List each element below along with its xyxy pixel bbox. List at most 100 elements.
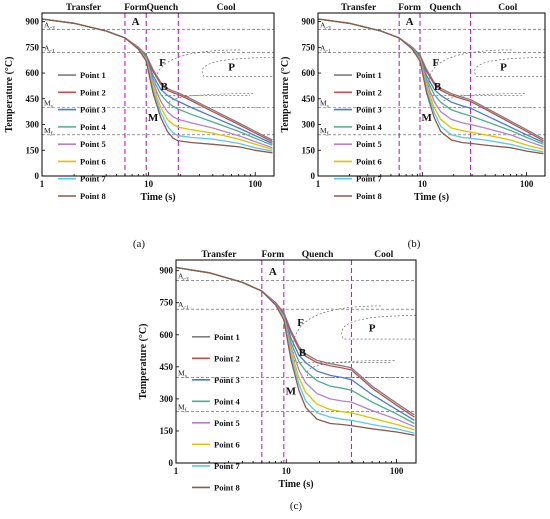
x-axis-label: Time (s)	[414, 192, 449, 203]
legend-label: Point 4	[356, 122, 382, 132]
phase-annotation: M	[286, 386, 297, 398]
y-tick-label: 0	[169, 458, 174, 468]
phase-annotation: A	[406, 16, 414, 28]
y-tick-label: 900	[160, 266, 174, 276]
critical-temperature-label: Ms	[178, 369, 187, 380]
critical-temperature-label: Ac1	[178, 300, 189, 311]
series-line	[317, 18, 544, 145]
y-tick-label: 750	[302, 42, 316, 52]
phase-annotation: P	[500, 61, 507, 73]
legend-label: Point 3	[214, 375, 240, 385]
y-tick-label: 450	[302, 94, 316, 104]
legend-label: Point 6	[80, 156, 106, 166]
critical-temperature-label: Ac1	[320, 43, 331, 54]
legend-label: Point 4	[80, 122, 106, 132]
phase-annotation: F	[159, 57, 166, 69]
legend-label: Point 4	[214, 396, 240, 406]
critical-temperature-label: Ac1	[44, 43, 55, 54]
y-axis-label: Temperature (°C)	[138, 324, 149, 400]
phase-annotation: P	[369, 323, 376, 335]
legend-label: Point 2	[214, 353, 240, 363]
x-tick-label: 10	[418, 179, 428, 189]
bainite-region-curve	[168, 93, 264, 108]
pearlite-region-curve	[201, 57, 275, 77]
series-line	[175, 266, 415, 436]
legend-label: Point 3	[80, 105, 106, 115]
y-tick-label: 750	[26, 42, 40, 52]
y-tick-label: 150	[160, 426, 174, 436]
x-tick-label: 100	[390, 466, 404, 476]
critical-temperature-label: Ac3	[44, 20, 55, 31]
x-axis-label: Time (s)	[140, 192, 175, 203]
phase-annotation: A	[132, 16, 140, 28]
critical-temperature-label: Ms	[320, 98, 329, 109]
phase-annotation: M	[148, 112, 159, 124]
x-tick-label: 100	[520, 179, 534, 189]
x-tick-label: 10	[282, 466, 292, 476]
y-axis-label: Temperature (°C)	[4, 57, 15, 133]
stage-label: Quench	[429, 3, 461, 13]
stage-label: Transfer	[201, 250, 237, 260]
critical-temperature-label: Mf	[44, 126, 54, 137]
stage-label: Cool	[498, 3, 517, 13]
plot-frame	[41, 12, 275, 177]
y-tick-label: 150	[302, 145, 316, 155]
phase-annotation: B	[161, 81, 169, 93]
y-tick-label: 750	[160, 298, 174, 308]
y-tick-label: 600	[302, 68, 316, 78]
stage-label: Transfer	[341, 3, 377, 13]
phase-annotation: P	[228, 61, 235, 73]
series-line	[175, 266, 415, 434]
legend-label: Point 3	[356, 105, 382, 115]
plot-frame	[175, 259, 417, 464]
ferrite-region-curve	[293, 305, 391, 363]
legend-label: Point 8	[214, 482, 240, 492]
legend-label: Point 1	[356, 70, 382, 80]
legend-label: Point 2	[80, 87, 106, 97]
y-tick-label: 450	[160, 362, 174, 372]
ferrite-region-curve	[428, 49, 522, 96]
y-tick-label: 300	[26, 120, 40, 130]
y-tick-label: 150	[26, 145, 40, 155]
series-line	[175, 266, 415, 425]
legend-label: Point 7	[80, 174, 106, 184]
critical-temperature-label: Mf	[178, 403, 188, 414]
y-axis-label: Temperature (°C)	[280, 57, 291, 133]
x-tick-label: 100	[248, 179, 262, 189]
critical-temperature-label: Ms	[44, 98, 53, 109]
x-tick-label: 1	[316, 179, 321, 189]
y-tick-label: 600	[160, 330, 174, 340]
legend-label: Point 8	[356, 191, 382, 201]
phase-annotation: B	[299, 347, 307, 359]
y-tick-label: 900	[26, 17, 40, 27]
critical-temperature-label: Ac3	[178, 271, 189, 282]
stage-label: Quench	[146, 3, 178, 13]
stage-label: Quench	[302, 250, 334, 260]
stage-label: Cool	[217, 3, 236, 13]
y-tick-label: 600	[26, 68, 40, 78]
legend-label: Point 6	[356, 156, 382, 166]
legend-label: Point 2	[356, 87, 382, 97]
x-tick-label: 10	[144, 179, 154, 189]
legend-label: Point 1	[80, 70, 106, 80]
pearlite-region-curve	[474, 57, 546, 77]
y-tick-label: 900	[302, 17, 316, 27]
y-tick-label: 450	[26, 94, 40, 104]
phase-annotation: F	[433, 57, 440, 69]
phase-annotation: A	[269, 266, 277, 278]
legend-label: Point 7	[356, 174, 382, 184]
series-line	[317, 18, 544, 155]
y-tick-label: 300	[160, 394, 174, 404]
x-tick-label: 1	[40, 179, 45, 189]
bainite-region-curve	[306, 360, 405, 378]
legend-label: Point 5	[356, 139, 382, 149]
phase-annotation: B	[434, 81, 442, 93]
panel-label: (a)	[133, 238, 146, 250]
stage-label: Cool	[374, 250, 393, 260]
legend-label: Point 7	[214, 461, 240, 471]
stage-label: Form	[124, 3, 147, 13]
